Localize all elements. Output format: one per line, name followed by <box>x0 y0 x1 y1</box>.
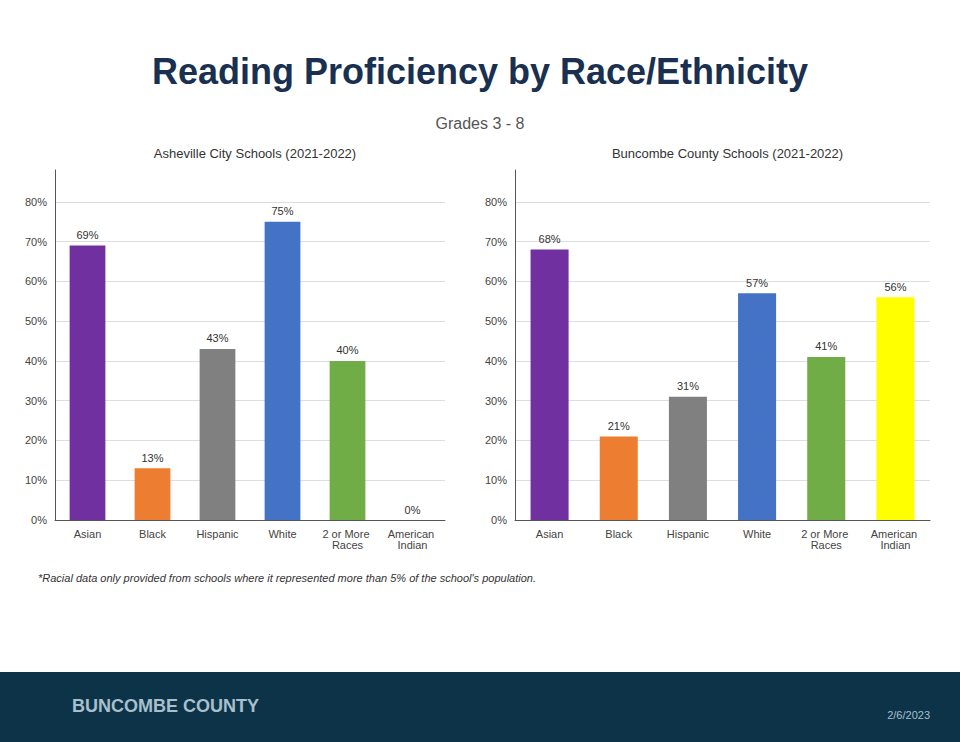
svg-text:Grades 3 - 8: Grades 3 - 8 <box>436 115 525 132</box>
svg-text:41%: 41% <box>815 340 837 352</box>
svg-text:10%: 10% <box>25 474 47 486</box>
svg-text:60%: 60% <box>25 275 47 287</box>
svg-text:40%: 40% <box>336 344 358 356</box>
svg-text:2 or More: 2 or More <box>801 527 852 540</box>
svg-text:20%: 20% <box>25 434 47 446</box>
svg-text:Asian: Asian <box>536 528 564 540</box>
svg-text:50%: 50% <box>25 315 47 327</box>
svg-text:Indian: Indian <box>880 539 910 551</box>
svg-text:57%: 57% <box>746 277 768 289</box>
svg-text:0%: 0% <box>491 514 507 526</box>
svg-text:50%: 50% <box>485 315 507 327</box>
svg-text:American: American <box>870 527 921 540</box>
svg-text:American: American <box>387 527 438 540</box>
svg-text:75%: 75% <box>271 205 293 217</box>
svg-text:10%: 10% <box>485 474 507 486</box>
svg-text:Asian: Asian <box>74 528 102 540</box>
svg-text:2 or More: 2 or More <box>322 527 373 540</box>
svg-text:BUNCOMBE COUNTY: BUNCOMBE COUNTY <box>72 696 259 716</box>
svg-text:Hispanic: Hispanic <box>196 528 239 540</box>
svg-text:Races: Races <box>332 539 364 551</box>
svg-text:80%: 80% <box>25 196 47 208</box>
svg-text:68%: 68% <box>539 233 561 245</box>
svg-text:Asheville City Schools (2021-2: Asheville City Schools (2021-2022) <box>154 146 356 161</box>
svg-text:Indian: Indian <box>398 539 428 551</box>
svg-text:Races: Races <box>811 539 843 551</box>
svg-text:30%: 30% <box>485 395 507 407</box>
svg-text:69%: 69% <box>76 229 98 241</box>
svg-text:80%: 80% <box>485 196 507 208</box>
svg-text:40%: 40% <box>485 355 507 367</box>
svg-text:60%: 60% <box>485 275 507 287</box>
svg-text:0%: 0% <box>405 504 421 516</box>
svg-text:White: White <box>268 528 296 540</box>
svg-text:70%: 70% <box>25 236 47 248</box>
svg-text:Buncombe County Schools (2021-: Buncombe County Schools (2021-2022) <box>612 146 843 161</box>
svg-text:13%: 13% <box>141 452 163 464</box>
svg-text:21%: 21% <box>608 420 630 432</box>
svg-text:0%: 0% <box>31 514 47 526</box>
svg-text:70%: 70% <box>485 236 507 248</box>
svg-text:20%: 20% <box>485 434 507 446</box>
svg-text:30%: 30% <box>25 395 47 407</box>
svg-text:Black: Black <box>139 528 166 540</box>
svg-text:56%: 56% <box>884 281 906 293</box>
svg-text:2/6/2023: 2/6/2023 <box>887 709 930 721</box>
svg-text:Hispanic: Hispanic <box>667 528 710 540</box>
svg-text:*Racial data only provided fro: *Racial data only provided from schools … <box>38 572 536 584</box>
svg-text:40%: 40% <box>25 355 47 367</box>
svg-text:Black: Black <box>605 528 632 540</box>
svg-text:43%: 43% <box>206 332 228 344</box>
svg-text:31%: 31% <box>677 380 699 392</box>
svg-text:Reading Proficiency by Race/Et: Reading Proficiency by Race/Ethnicity <box>152 51 808 92</box>
svg-text:White: White <box>743 528 771 540</box>
